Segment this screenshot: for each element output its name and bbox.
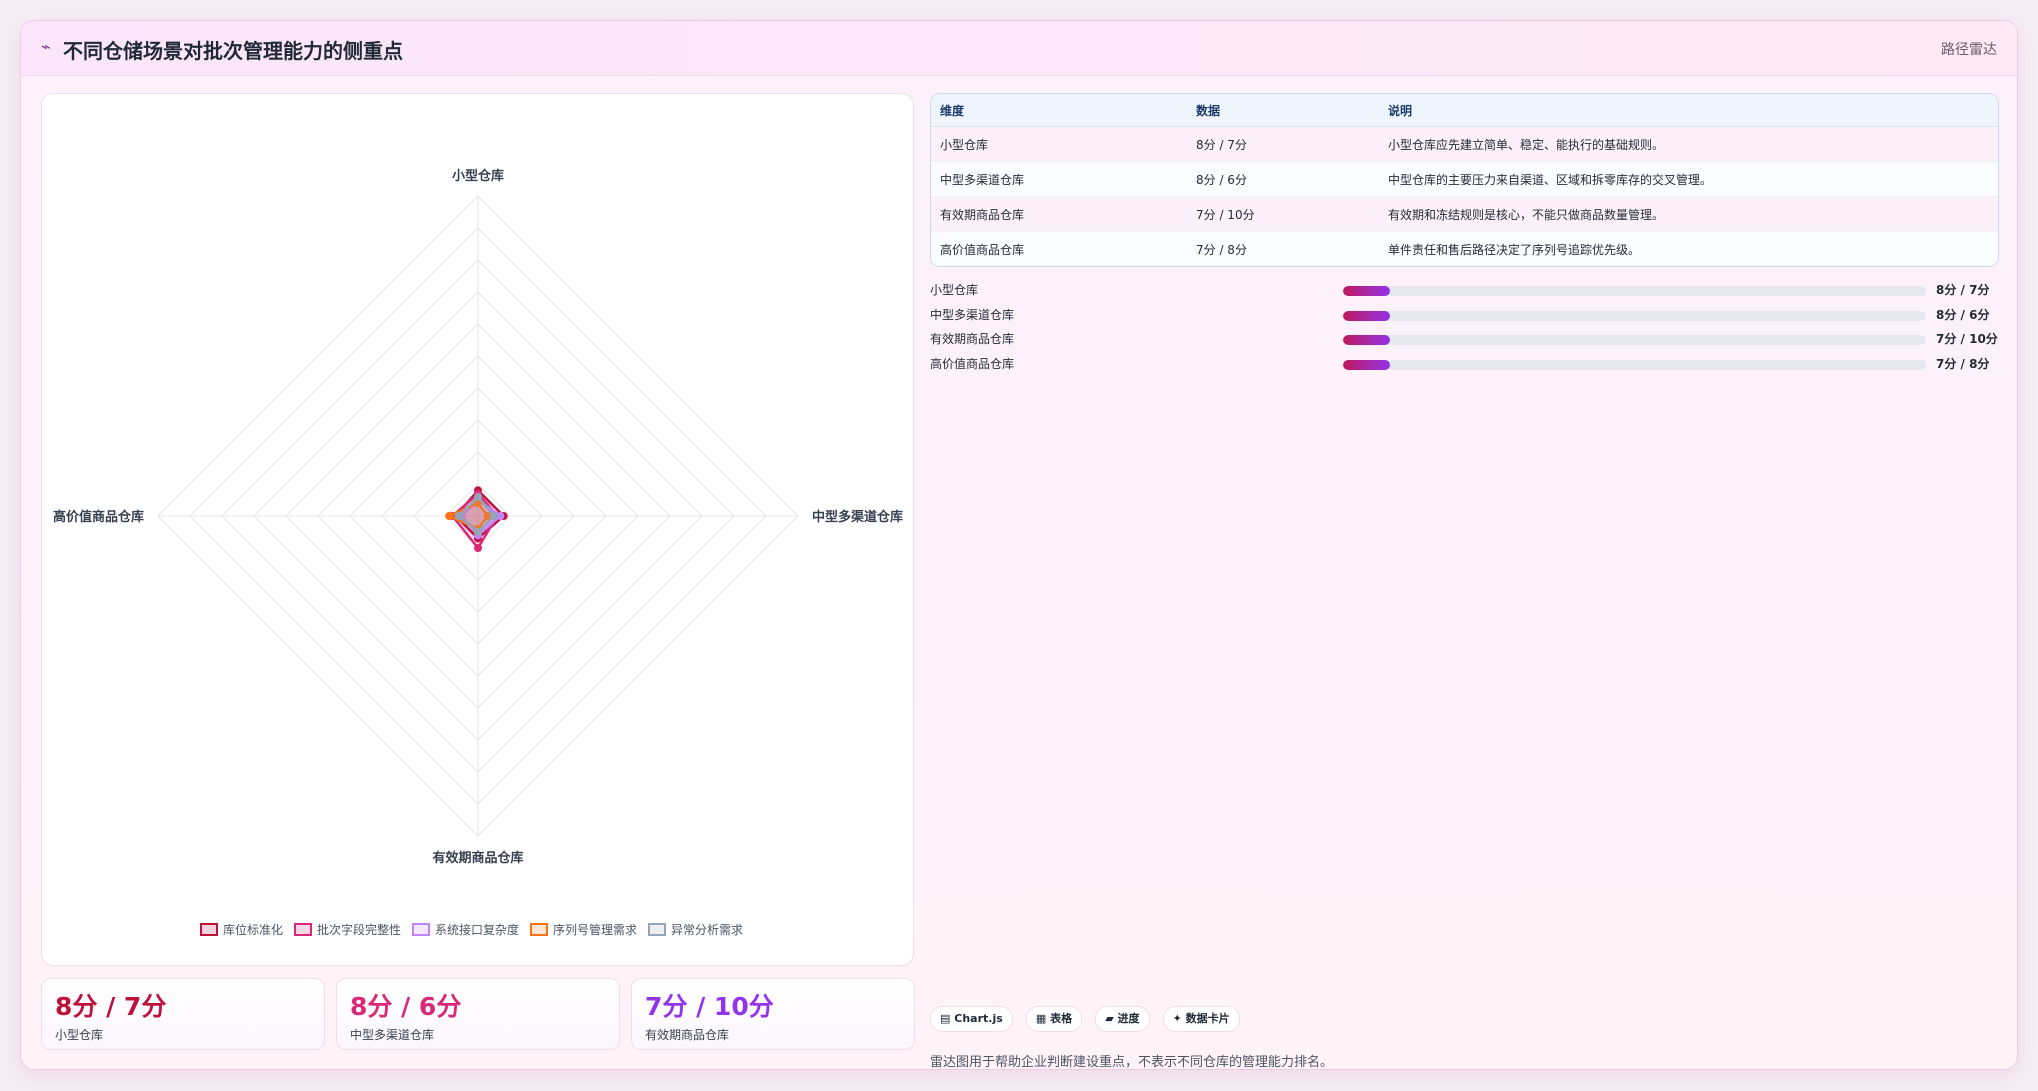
table-cell: 中型仓库的主要压力来自渠道、区域和拆零库存的交叉管理。 bbox=[1379, 161, 1998, 197]
legend-swatch bbox=[412, 923, 430, 936]
progress-value: 7分 / 10分 bbox=[1936, 332, 1998, 346]
stat-value: 8分 / 7分 bbox=[55, 992, 167, 1021]
stat-value: 8分 / 6分 bbox=[350, 992, 462, 1021]
stat-card: 8分 / 7分 小型仓库 bbox=[41, 978, 325, 1050]
table-row: 高价值商品仓库 7分 / 8分 单件责任和售后路径决定了序列号追踪优先级。 bbox=[931, 231, 1998, 266]
radar-chart-card: 小型仓库中型多渠道仓库有效期商品仓库 高价值商品仓库库位标准化 批次字段完整性 系统接… bbox=[41, 93, 914, 966]
progress-label: 高价值商品仓库 bbox=[930, 356, 1015, 371]
progress-fill bbox=[1343, 359, 1390, 370]
feature-chips: ▤ Chart.js ▦ 表格 ▰ 进度 ✦ 数据卡片 bbox=[930, 1006, 1248, 1032]
radar-axis-label: 有效期商品仓库 bbox=[432, 850, 523, 866]
table-cell: 有效期和冻结规则是核心，不能只做商品数量管理。 bbox=[1379, 196, 1998, 232]
progress-label: 中型多渠道仓库 bbox=[930, 307, 1015, 322]
chip-data-cards[interactable]: ✦ 数据卡片 bbox=[1162, 1006, 1240, 1032]
progress-value: 8分 / 7分 bbox=[1936, 283, 1990, 297]
table-cell: 有效期商品仓库 bbox=[931, 196, 1187, 232]
radar-data-point bbox=[474, 544, 482, 552]
progress-fill bbox=[1343, 286, 1390, 296]
chip-table[interactable]: ▦ 表格 bbox=[1025, 1006, 1083, 1032]
table-cell: 小型仓库 bbox=[931, 126, 1187, 162]
legend-label: 异常分析需求 bbox=[671, 923, 743, 937]
legend-label: 系统接口复杂度 bbox=[435, 922, 519, 937]
page-title: 不同仓储场景对批次管理能力的侧重点 bbox=[63, 39, 403, 63]
chart-type-badge: 路径雷达 bbox=[1941, 42, 1997, 58]
progress-track bbox=[1343, 335, 1926, 345]
table-cell: 单件责任和售后路径决定了序列号追踪优先级。 bbox=[1379, 231, 1998, 266]
stat-card: 8分 / 6分 中型多渠道仓库 bbox=[336, 978, 620, 1050]
chip-progress[interactable]: ▰ 进度 bbox=[1095, 1006, 1150, 1032]
progress-list: 小型仓库 8分 / 7分 中型多渠道仓库 8分 / 6分 有效期商品仓库 7分 … bbox=[930, 278, 1999, 376]
legend-label: 库位标准化 bbox=[223, 922, 283, 937]
radar-axis-label: 中型多渠道仓库 bbox=[812, 509, 903, 525]
stat-label: 有效期商品仓库 bbox=[645, 1028, 730, 1042]
table-header-row: 维度 数据 说明 bbox=[931, 94, 1998, 127]
legend-swatch bbox=[648, 923, 666, 936]
table-cell: 7分 / 10分 bbox=[1187, 196, 1379, 232]
progress-label: 有效期商品仓库 bbox=[930, 332, 1015, 346]
progress-label: 小型仓库 bbox=[930, 283, 979, 297]
column-header: 维度 bbox=[931, 94, 1187, 127]
progress-track bbox=[1343, 310, 1926, 321]
progress-icon: ▰ bbox=[1105, 1012, 1114, 1025]
table-row: 中型多渠道仓库 8分 / 6分 中型仓库的主要压力来自渠道、区域和拆零库存的交叉… bbox=[931, 161, 1998, 197]
chart-footnote: 雷达图用于帮助企业判断建设重点，不表示不同仓库的管理能力排名。 bbox=[930, 1055, 1334, 1070]
table-icon: ▦ bbox=[1035, 1012, 1047, 1025]
progress-item: 中型多渠道仓库 8分 / 6分 bbox=[930, 303, 1999, 328]
radar-data-point bbox=[474, 499, 482, 508]
progress-track bbox=[1343, 286, 1926, 296]
progress-value: 7分 / 8分 bbox=[1936, 356, 1990, 371]
radar-axis-label: 高价值商品仓库 bbox=[53, 509, 144, 525]
table-cell: 8分 / 7分 bbox=[1187, 126, 1379, 162]
radar-data-point bbox=[490, 512, 498, 520]
radar-axis-label: 小型仓库 bbox=[452, 168, 504, 184]
column-header: 说明 bbox=[1379, 94, 1998, 127]
stat-value: 7分 / 10分 bbox=[645, 992, 774, 1021]
panel-header: ⌁ 不同仓储场景对批次管理能力的侧重点 路径雷达 bbox=[21, 21, 2017, 76]
table-cell: 8分 / 6分 bbox=[1187, 161, 1379, 197]
progress-fill bbox=[1343, 310, 1390, 321]
legend-swatch bbox=[530, 923, 548, 936]
data-table: 维度 数据 说明 小型仓库 8分 / 7分 小型仓库应先建立简单、稳定、能执行的… bbox=[931, 94, 1998, 266]
progress-item: 小型仓库 8分 / 7分 bbox=[930, 278, 1999, 303]
stat-label: 小型仓库 bbox=[55, 1028, 104, 1042]
data-table-card: 维度 数据 说明 小型仓库 8分 / 7分 小型仓库应先建立简单、稳定、能执行的… bbox=[930, 93, 1999, 267]
column-header: 数据 bbox=[1187, 94, 1379, 127]
legend-label: 序列号管理需求 bbox=[553, 922, 637, 937]
table-row: 小型仓库 8分 / 7分 小型仓库应先建立简单、稳定、能执行的基础规则。 bbox=[931, 126, 1998, 162]
route-icon: ⌁ bbox=[41, 37, 51, 56]
radar-data-point bbox=[496, 512, 505, 520]
table-cell: 小型仓库应先建立简单、稳定、能执行的基础规则。 bbox=[1379, 126, 1998, 162]
stat-card: 7分 / 10分 有效期商品仓库 bbox=[631, 978, 915, 1050]
radar-data-point bbox=[445, 512, 454, 520]
progress-value: 8分 / 6分 bbox=[1936, 307, 1990, 322]
legend-swatch bbox=[200, 923, 218, 936]
table-row: 有效期商品仓库 7分 / 10分 有效期和冻结规则是核心，不能只做商品数量管理。 bbox=[931, 196, 1998, 232]
legend-swatch bbox=[294, 923, 312, 936]
stat-label: 中型多渠道仓库 bbox=[350, 1028, 435, 1042]
table-cell: 高价值商品仓库 bbox=[931, 231, 1187, 266]
progress-item: 有效期商品仓库 7分 / 10分 bbox=[930, 327, 1999, 352]
progress-track bbox=[1343, 359, 1926, 370]
table-cell: 中型多渠道仓库 bbox=[931, 161, 1187, 197]
progress-item: 高价值商品仓库 7分 / 8分 bbox=[930, 352, 1999, 377]
radar-data-point bbox=[454, 512, 463, 520]
chart-panel: ⌁ 不同仓储场景对批次管理能力的侧重点 路径雷达 小型仓库 中型多渠道仓库 有效期商… bbox=[20, 20, 2018, 1070]
chip-chartjs[interactable]: ▤ Chart.js bbox=[930, 1006, 1013, 1032]
chart-icon: ▤ bbox=[940, 1012, 951, 1025]
sparkle-icon: ✦ bbox=[1172, 1012, 1182, 1025]
progress-fill bbox=[1343, 335, 1390, 345]
radar-data-point bbox=[474, 492, 482, 501]
legend-label: 批次字段完整性 bbox=[317, 922, 401, 937]
table-cell: 7分 / 8分 bbox=[1187, 231, 1379, 266]
radar-data-point bbox=[483, 512, 492, 520]
radar-data-point bbox=[474, 528, 482, 536]
